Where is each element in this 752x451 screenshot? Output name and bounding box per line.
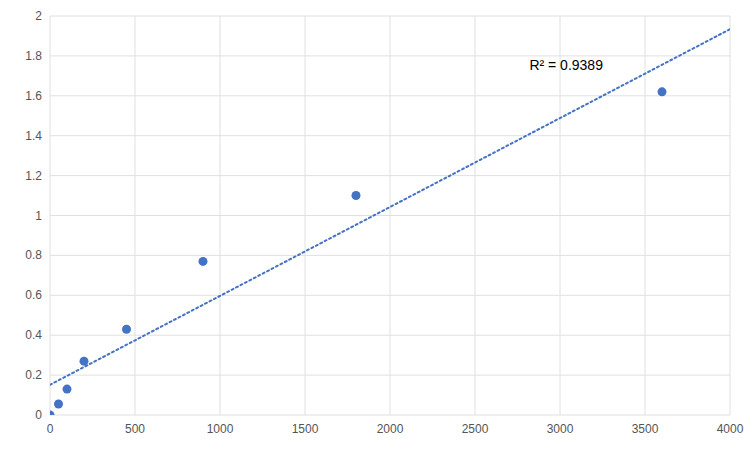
y-grid-line (50, 135, 730, 136)
plot-area (50, 29, 730, 415)
annotations: R² = 0.9389 (529, 57, 603, 73)
scatter-point (63, 385, 72, 394)
x-tick-label: 2500 (462, 422, 489, 436)
background (0, 0, 752, 451)
x-tick-label: 1000 (207, 422, 234, 436)
y-grid-line (50, 415, 730, 416)
chart-container: 0 500 1000 1500 2000 2500 3000 3500 4000 0 0.2 0.4 0… (0, 0, 752, 451)
y-grid-line (50, 375, 730, 376)
y-tick-label: 2 (35, 9, 42, 23)
y-grid-line (50, 16, 730, 17)
y-grid-line (50, 335, 730, 336)
x-tick-label: 0 (47, 422, 54, 436)
scatter-point (122, 325, 131, 334)
scatter-point (658, 87, 667, 96)
y-grid-line (50, 215, 730, 216)
y-grid-line (50, 95, 730, 96)
y-tick-label: 1.6 (25, 89, 42, 103)
y-tick-label: 0.4 (25, 328, 42, 342)
grid (50, 16, 730, 415)
x-tick-label: 3000 (547, 422, 574, 436)
y-grid-line (50, 255, 730, 256)
annotation: R² = 0.9389 (529, 57, 603, 73)
scatter-point (80, 357, 89, 366)
y-grid-line (50, 175, 730, 176)
y-tick-label: 0 (35, 408, 42, 422)
y-grid-line (50, 55, 730, 56)
y-grid-line (50, 295, 730, 296)
x-tick-label: 1500 (292, 422, 319, 436)
y-tick-label: 0.8 (25, 248, 42, 262)
scatter-point (352, 191, 361, 200)
y-tick-label: 0.6 (25, 288, 42, 302)
scatter-point (50, 411, 55, 416)
x-tick-label: 4000 (717, 422, 744, 436)
x-tick-label: 500 (125, 422, 145, 436)
y-tick-label: 1.8 (25, 49, 42, 63)
x-tick-label: 3500 (632, 422, 659, 436)
x-tick-label: 2000 (377, 422, 404, 436)
y-tick-label: 1.4 (25, 129, 42, 143)
y-tick-label: 0.2 (25, 368, 42, 382)
axes: 0 500 1000 1500 2000 2500 3000 3500 4000 0 0.2 0.4 0… (25, 9, 743, 436)
scatter-point (199, 257, 208, 266)
scatter-point (54, 400, 63, 409)
y-tick-label: 1.2 (25, 169, 42, 183)
y-tick-label: 1 (35, 209, 42, 223)
trend-line (50, 29, 730, 385)
chart-svg: 0 500 1000 1500 2000 2500 3000 3500 4000 0 0.2 0.4 0… (0, 0, 752, 451)
